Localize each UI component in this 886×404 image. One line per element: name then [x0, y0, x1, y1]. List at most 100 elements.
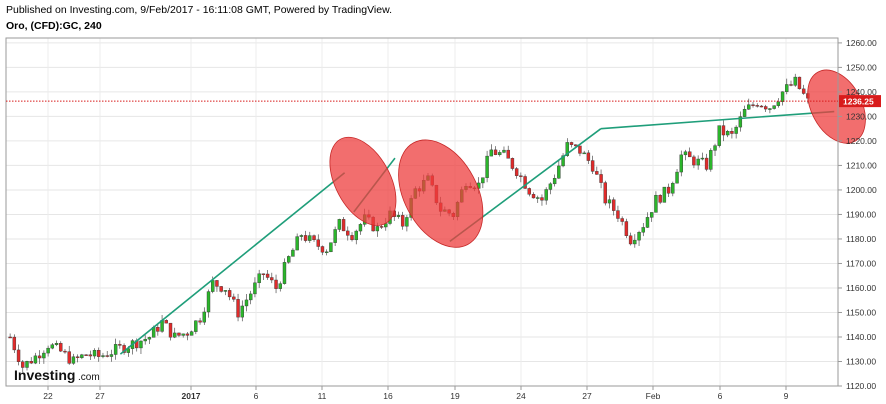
x-tick-label: 6	[254, 391, 259, 401]
candle-down	[274, 279, 278, 289]
y-tick-label: 1240.00	[846, 87, 877, 97]
candle-down	[658, 195, 662, 203]
candle-down	[105, 355, 109, 357]
candle-up	[662, 186, 667, 203]
candle-down	[312, 235, 316, 241]
candle-up	[544, 189, 548, 201]
candle-down	[75, 356, 80, 358]
candle-up	[552, 178, 557, 185]
candle-up	[101, 355, 105, 357]
candle-up	[244, 299, 249, 307]
candle-down	[751, 104, 755, 106]
x-tick-label: 6	[718, 391, 723, 401]
candle-up	[46, 347, 50, 354]
candle-down	[616, 210, 620, 219]
candle-down	[400, 215, 405, 227]
candle-up	[25, 360, 29, 368]
candle-down	[350, 235, 354, 241]
candle-down	[599, 174, 603, 183]
candle-up	[671, 182, 675, 194]
x-tick-label: 2017	[182, 391, 201, 401]
candle-down	[37, 355, 42, 359]
candle-down	[164, 320, 168, 324]
candle-down	[84, 354, 88, 356]
candle-down	[692, 156, 696, 166]
y-tick-label: 1150.00	[846, 307, 876, 317]
candle-up	[776, 101, 781, 106]
candle-up	[358, 224, 363, 232]
candle-down	[21, 361, 25, 368]
candle-down	[527, 188, 531, 195]
candle-up	[498, 152, 502, 155]
candle-up	[675, 171, 679, 184]
candle-down	[341, 219, 346, 232]
candle-down	[316, 239, 320, 247]
candle-up	[253, 282, 257, 295]
candle-down	[540, 197, 544, 201]
candle-down	[797, 76, 802, 90]
candle-down	[569, 142, 574, 145]
candle-down	[628, 235, 633, 245]
candle-up	[738, 116, 743, 128]
candle-down	[759, 105, 764, 108]
watermark-suffix: .com	[78, 372, 100, 383]
candle-down	[586, 152, 591, 161]
candle-down	[215, 280, 219, 287]
candle-up	[92, 349, 97, 357]
highlight-ellipse	[329, 136, 397, 226]
x-tick-label: 9	[784, 391, 789, 401]
y-tick-label: 1230.00	[846, 111, 877, 121]
candle-up	[71, 356, 76, 364]
candle-up	[329, 242, 333, 253]
candle-down	[16, 349, 21, 362]
candle-down	[236, 299, 240, 318]
candle-up	[485, 155, 489, 178]
candle-down	[12, 336, 17, 351]
candle-down	[219, 286, 223, 292]
candle-down	[185, 333, 190, 336]
candle-down	[789, 84, 793, 86]
last-price-label: 1236.25	[843, 97, 874, 107]
candle-up	[257, 273, 261, 284]
candle-down	[590, 160, 595, 172]
candle-down	[603, 182, 607, 204]
candle-up	[548, 183, 553, 190]
candle-up	[725, 131, 730, 136]
y-tick-label: 1180.00	[846, 234, 876, 244]
candle-up	[333, 229, 337, 243]
candle-up	[189, 331, 194, 336]
y-tick-label: 1210.00	[846, 160, 877, 170]
candle-down	[721, 125, 726, 136]
x-tick-label: 27	[582, 391, 592, 401]
axes: 1120.00 1130.00 1140.00 1150.00 1160.00 1170.…	[5, 37, 881, 401]
candle-up	[206, 291, 211, 313]
candles	[8, 73, 810, 373]
candle-up	[194, 320, 198, 332]
candle-up	[772, 105, 776, 109]
candle-up	[709, 150, 713, 170]
candle-up	[240, 305, 244, 318]
candle-up	[375, 226, 380, 232]
candle-down	[688, 151, 692, 158]
candle-down	[320, 246, 325, 253]
candle-down	[29, 360, 33, 364]
y-tick-label: 1220.00	[846, 136, 877, 146]
candle-up	[54, 343, 59, 345]
candle-up	[565, 142, 569, 156]
candle-up	[679, 154, 683, 173]
candle-down	[59, 343, 63, 352]
candle-down	[506, 149, 510, 159]
x-tick-label: 24	[516, 391, 526, 401]
candle-up	[683, 151, 688, 156]
candle-down	[67, 351, 71, 364]
candle-up	[405, 217, 409, 227]
highlight-ellipse	[398, 139, 484, 248]
candle-up	[641, 227, 645, 233]
candle-down	[574, 144, 578, 147]
candle-up	[742, 109, 747, 117]
candle-down	[177, 332, 181, 336]
candle-up	[793, 76, 797, 86]
y-tick-label: 1250.00	[846, 62, 877, 72]
candle-up	[80, 354, 84, 358]
